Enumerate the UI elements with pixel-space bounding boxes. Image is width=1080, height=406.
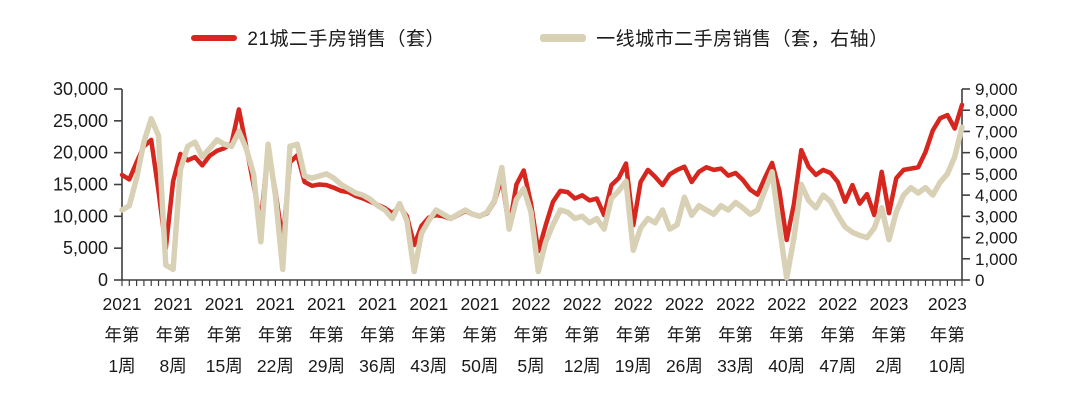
x-axis-tick-label: 2022 年第 12周 [563, 294, 602, 376]
x-axis-tick-label: 2023 年第 10周 [928, 294, 967, 376]
legend-swatch-red-line-icon [191, 34, 238, 41]
right-axis-tick-label: 7,000 [975, 122, 1018, 141]
x-axis-tick-label: 2021 年第 1周 [103, 294, 142, 376]
x-axis-tick-label: 2022 年第 26周 [665, 294, 704, 376]
left-axis-tick-label: 10,000 [53, 206, 108, 226]
right-axis-tick-label: 3,000 [975, 207, 1018, 226]
x-axis-tick-label: 2022 年第 40周 [767, 294, 806, 376]
right-axis-tick-label: 5,000 [975, 165, 1018, 184]
x-axis-tick-label: 2021 年第 43周 [409, 294, 448, 376]
x-axis-tick-label: 2021 年第 36周 [358, 294, 397, 376]
left-axis-tick-label: 20,000 [53, 143, 108, 163]
legend-label-21-cities: 21城二手房销售（套） [247, 29, 446, 50]
x-axis-tick-label: 2023 年第 2周 [869, 294, 908, 376]
x-axis-tick-label: 2022 年第 33周 [716, 294, 755, 376]
right-axis-tick-label: 0 [975, 271, 984, 290]
series-line-21-cities [119, 102, 965, 254]
x-axis-tick-label: 2021 年第 15周 [205, 294, 244, 376]
x-axis-tick-label: 2021 年第 50周 [460, 294, 499, 376]
x-axis-tick-label: 2022 年第 47周 [818, 294, 857, 376]
left-axis-tick-label: 15,000 [53, 175, 108, 195]
chart-legend: 21城二手房销售（套） 一线城市二手房销售（套，右轴） [0, 24, 1080, 51]
right-axis-tick-label: 6,000 [975, 144, 1018, 163]
legend-item-tier1-cities: 一线城市二手房销售（套，右轴） [540, 24, 889, 51]
x-axis-tick-label: 2022 年第 5周 [512, 294, 551, 376]
left-axis-tick-label: 5,000 [63, 238, 108, 258]
series-line-tier1-cities [119, 115, 965, 281]
legend-label-tier1-cities: 一线城市二手房销售（套，右轴） [596, 29, 889, 50]
x-axis-tick-label: 2022 年第 19周 [614, 294, 653, 376]
legend-item-21-cities: 21城二手房销售（套） [191, 24, 445, 51]
x-axis-tick-label: 2021 年第 29周 [307, 294, 346, 376]
x-axis-tick-label: 2021 年第 8周 [154, 294, 193, 376]
legend-swatch-beige-line-icon [540, 33, 587, 42]
left-axis-tick-label: 30,000 [53, 79, 108, 99]
right-axis-tick-label: 1,000 [975, 250, 1018, 269]
x-axis-tick-label: 2021 年第 22周 [256, 294, 295, 376]
right-axis-tick-label: 9,000 [975, 80, 1018, 99]
left-axis-tick-label: 0 [98, 270, 108, 290]
right-axis-tick-label: 2,000 [975, 229, 1018, 248]
right-axis-tick-label: 8,000 [975, 101, 1018, 120]
right-axis-tick-label: 4,000 [975, 186, 1018, 205]
left-axis-tick-label: 25,000 [53, 111, 108, 131]
